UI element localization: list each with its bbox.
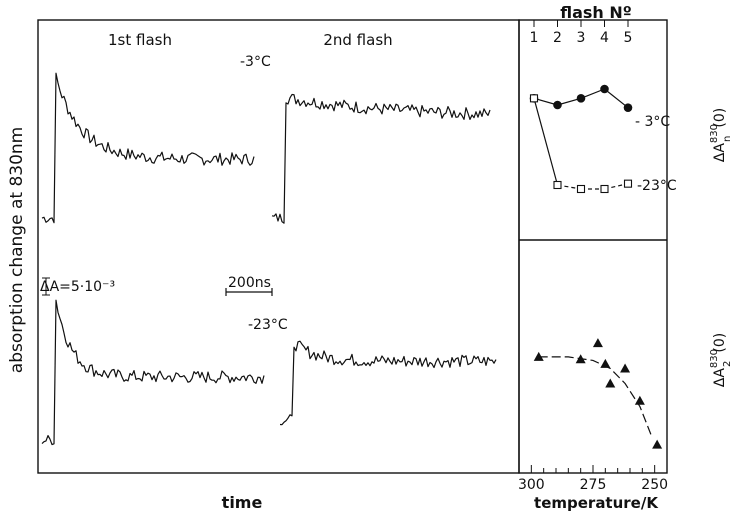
minus23-point-1 [529,94,539,103]
bottom-right-ylabel-suffix: (0) [712,333,728,353]
top-right-ylabel-sup: 830 [709,124,720,143]
temperature-point-6 [634,395,645,405]
series1-segment-1 [533,98,559,186]
flash-tick-5: 5 [624,30,633,46]
minus3-point-2 [553,100,562,110]
trace-minus3-flash2 [271,93,491,224]
top-right-ylabel: ΔA830 n (0) [709,108,733,162]
trace-minus23-flash1 [41,299,265,446]
top-right-ylabel-sub: n [722,136,733,142]
temperature-point-4 [605,378,616,388]
flash-tick-3: 3 [577,30,586,46]
left-panel-frame [37,19,520,474]
amplitude-scale-bar [42,277,50,296]
bottom-right-ylabel-base: ΔA [712,368,728,388]
minus23-point-3 [576,184,586,194]
left-xlabel: time [222,493,263,512]
top-right-ylabel-base: ΔA [712,143,728,163]
temperature-point-2 [575,354,586,364]
temperature-ticks: 300 275 250 [518,465,668,493]
temperature-point-8 [652,439,663,449]
series0-segment-4 [604,88,629,109]
temperature-point-7 [620,363,631,373]
minus23-point-5 [623,179,633,188]
series-label-minus23: -23°C [637,178,677,194]
bottom-right-ylabel: ΔA830 2 (0) [709,333,733,387]
flash-tick-4: 4 [600,30,609,46]
minus3-point-4 [600,84,609,94]
bottom-right-ylabel-sub: 2 [722,361,733,367]
temperature-point-3 [592,338,603,348]
trace-label-second-flash: 2nd flash [323,31,392,49]
flash-tick-2: 2 [553,30,562,46]
temperature-point-1 [533,351,544,361]
temperature-tick-300: 300 [518,477,545,493]
flash-series-marks [529,84,633,194]
flash-tick-1: 1 [530,30,539,46]
minus23-point-2 [553,180,562,190]
minus23-point-4 [600,184,609,194]
temperature-series-marks [533,338,663,449]
flash-number-label: flash Nº [560,3,632,22]
minus3-point-5 [623,103,633,112]
bottom-right-ylabel-sup: 830 [709,349,720,368]
top-right-ylabel-suffix: (0) [712,108,728,128]
temperature-point-5 [600,358,611,368]
right-panel-frame [518,19,668,474]
trace-label-first-flash: 1st flash [108,31,172,49]
temperature-tick-250: 250 [641,477,668,493]
temperature-label-minus-3: -3°C [240,54,271,70]
left-ylabel: absorption change at 830nm [7,127,27,373]
trace-minus3-flash1 [41,72,255,224]
amplitude-scale-label: ΔA=5·10⁻³ [40,279,115,295]
time-scale-label: 200ns [228,275,271,291]
minus3-point-3 [576,94,586,103]
series-label-minus3: - 3°C [635,114,670,130]
temperature-fit-curve [538,356,653,438]
temperature-xlabel: temperature/K [534,494,659,512]
temperature-label-minus-23: -23°C [248,317,288,333]
temperature-tick-275: 275 [580,477,607,493]
trace-minus23-flash2 [279,340,497,426]
time-scale-bar [225,288,273,296]
